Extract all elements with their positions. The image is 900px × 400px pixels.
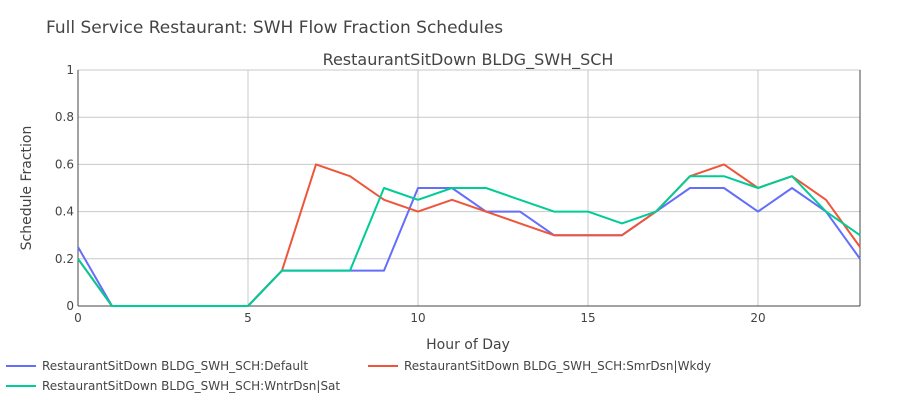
y-tick-label: 0.4 (55, 205, 74, 219)
series-line-1[interactable] (77, 163, 861, 307)
x-tick-label: 20 (750, 311, 765, 325)
series-line-2[interactable] (77, 175, 861, 307)
legend-item-smrdsn-wkdy[interactable]: RestaurantSitDown BLDG_SWH_SCH:SmrDsn|Wk… (368, 359, 711, 373)
y-tick-label: 0 (66, 299, 74, 313)
chart-title: RestaurantSitDown BLDG_SWH_SCH (323, 50, 614, 70)
y-tick-label: 0.8 (55, 110, 74, 124)
y-tick-label: 0.6 (55, 157, 74, 171)
y-axis-label: Schedule Fraction (19, 126, 35, 251)
x-tick-label: 10 (410, 311, 425, 325)
legend-swatch (368, 365, 398, 367)
x-tick-label: 15 (580, 311, 595, 325)
legend-swatch (6, 385, 36, 387)
x-axis-label: Hour of Day (426, 337, 510, 353)
legend-label: RestaurantSitDown BLDG_SWH_SCH:Default (42, 359, 309, 373)
figure-title: Full Service Restaurant: SWH Flow Fracti… (46, 18, 504, 38)
y-tick-label: 0.2 (55, 252, 74, 266)
legend-label: RestaurantSitDown BLDG_SWH_SCH:WntrDsn|S… (42, 379, 341, 393)
x-tick-label: 5 (244, 311, 252, 325)
series-lines (77, 163, 861, 307)
legend-item-wntrdsn-sat[interactable]: RestaurantSitDown BLDG_SWH_SCH:WntrDsn|S… (6, 379, 340, 393)
legend-item-default[interactable]: RestaurantSitDown BLDG_SWH_SCH:Default (6, 359, 308, 373)
legend-label: RestaurantSitDown BLDG_SWH_SCH:SmrDsn|Wk… (404, 359, 712, 373)
legend-swatch (6, 365, 36, 367)
axes: 00.20.40.60.810 5 10 15 20 (55, 63, 861, 325)
x-tick-label: 0 (74, 311, 82, 325)
y-tick-label: 1 (66, 63, 74, 77)
